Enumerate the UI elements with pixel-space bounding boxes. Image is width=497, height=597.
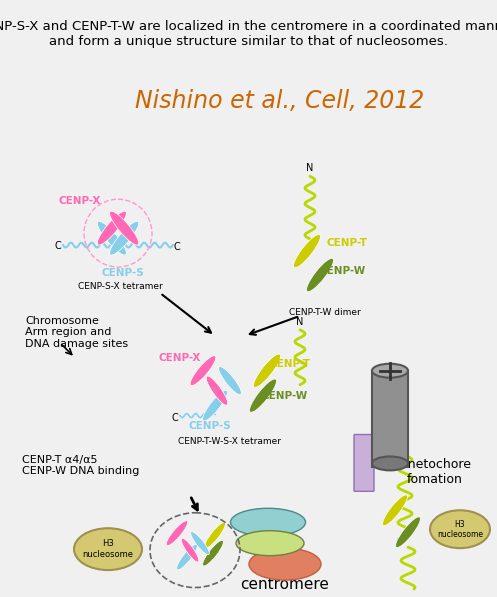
- Ellipse shape: [190, 356, 216, 386]
- Ellipse shape: [203, 390, 228, 421]
- Ellipse shape: [176, 544, 197, 570]
- Ellipse shape: [253, 354, 280, 387]
- Text: CENP-T-W-S-X tetramer: CENP-T-W-S-X tetramer: [178, 437, 281, 446]
- Text: CENP-T: CENP-T: [269, 359, 311, 369]
- Text: H3
nucleosome: H3 nucleosome: [437, 519, 483, 539]
- Ellipse shape: [396, 517, 420, 547]
- Text: CENP-S-X and CENP-T-W are localized in the centromere in a coordinated manner,
a: CENP-S-X and CENP-T-W are localized in t…: [0, 20, 497, 48]
- Ellipse shape: [294, 235, 321, 267]
- Ellipse shape: [203, 540, 223, 566]
- Ellipse shape: [205, 522, 225, 548]
- Ellipse shape: [372, 457, 408, 470]
- Ellipse shape: [430, 510, 490, 548]
- Ellipse shape: [372, 364, 408, 378]
- Text: N: N: [296, 317, 304, 327]
- Text: kinetochore
fomation: kinetochore fomation: [398, 458, 472, 487]
- Ellipse shape: [74, 528, 142, 570]
- Text: CENP-OPQUR
complex: CENP-OPQUR complex: [243, 513, 293, 532]
- Ellipse shape: [307, 259, 333, 292]
- Bar: [372, 371, 408, 467]
- Ellipse shape: [249, 379, 276, 413]
- Text: CENP-W: CENP-W: [262, 390, 308, 401]
- Text: Nishino et al., Cell, 2012: Nishino et al., Cell, 2012: [135, 88, 424, 113]
- Text: H3
nucleosome: H3 nucleosome: [83, 540, 134, 559]
- Text: CENP-A
nucleosome: CENP-A nucleosome: [262, 555, 308, 574]
- Text: CENP-W: CENP-W: [320, 266, 366, 276]
- Text: C: C: [171, 413, 178, 423]
- Text: CENP-T-W dimer: CENP-T-W dimer: [289, 309, 361, 318]
- Ellipse shape: [110, 211, 139, 245]
- Text: CENP-X: CENP-X: [159, 353, 201, 363]
- Ellipse shape: [110, 221, 139, 255]
- Text: centromere: centromere: [241, 577, 330, 592]
- Text: CENP-S-X tetramer: CENP-S-X tetramer: [78, 282, 163, 291]
- FancyBboxPatch shape: [354, 435, 374, 491]
- Ellipse shape: [249, 548, 321, 580]
- Ellipse shape: [166, 521, 188, 546]
- Ellipse shape: [219, 367, 242, 395]
- Ellipse shape: [191, 532, 209, 555]
- Text: Chromosome
Arm region and
DNA damage sites: Chromosome Arm region and DNA damage sit…: [25, 316, 128, 349]
- Text: kinetochore
microtubule: kinetochore microtubule: [380, 398, 400, 453]
- Text: CENP-S: CENP-S: [101, 268, 144, 278]
- Text: CENP-X: CENP-X: [59, 196, 101, 206]
- Text: C: C: [174, 242, 181, 252]
- Ellipse shape: [97, 221, 126, 255]
- Ellipse shape: [231, 508, 306, 536]
- Ellipse shape: [181, 538, 199, 562]
- Ellipse shape: [236, 531, 304, 556]
- Text: N: N: [306, 164, 314, 173]
- Text: C: C: [54, 241, 61, 251]
- Text: CENP-S: CENP-S: [189, 420, 232, 430]
- Text: Ndc80 complex: Ndc80 complex: [361, 435, 367, 490]
- Text: CENP-T: CENP-T: [327, 238, 367, 248]
- Text: CENP-HIKMLMN
complex: CENP-HIKMLMN complex: [243, 537, 297, 550]
- Ellipse shape: [206, 376, 228, 405]
- Text: CENP-T α4/α5
CENP-W DNA binding: CENP-T α4/α5 CENP-W DNA binding: [22, 454, 139, 476]
- Ellipse shape: [97, 211, 126, 245]
- Ellipse shape: [383, 495, 408, 525]
